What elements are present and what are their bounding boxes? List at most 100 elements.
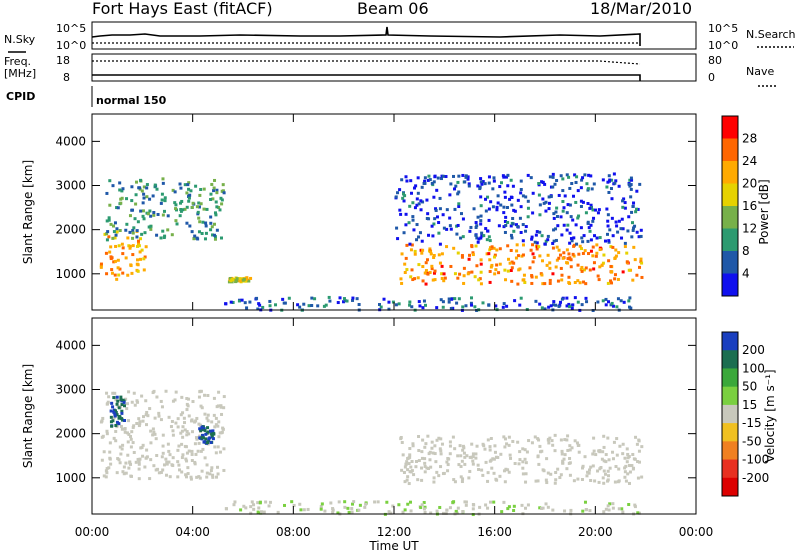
scatter-point: [212, 186, 216, 190]
scatter-point: [549, 304, 553, 308]
scatter-point: [126, 453, 130, 457]
scatter-point: [594, 254, 598, 258]
scatter-point: [484, 209, 488, 213]
scatter-point: [545, 263, 549, 267]
scatter-point: [110, 401, 114, 405]
scatter-point: [405, 243, 409, 247]
scatter-point: [506, 244, 510, 248]
scatter-point: [489, 436, 493, 440]
scatter-point: [587, 252, 591, 256]
scatter-point: [184, 445, 188, 449]
scatter-point: [507, 505, 511, 509]
scatter-point: [187, 397, 191, 401]
scatter-point: [232, 503, 236, 507]
scatter-point: [519, 296, 523, 300]
scatter-point: [627, 481, 631, 485]
scatter-point: [206, 413, 210, 417]
scatter-point: [554, 238, 558, 242]
scatter-point: [149, 441, 153, 445]
scatter-point: [408, 303, 412, 307]
scatter-point: [106, 400, 110, 404]
scatter-point: [199, 389, 203, 393]
scatter-point: [128, 460, 132, 464]
scatter-point: [167, 449, 171, 453]
scatter-point: [228, 276, 232, 280]
scatter-point: [619, 227, 623, 231]
scatter-point: [328, 299, 332, 303]
scatter-point: [448, 440, 452, 444]
scatter-point: [154, 437, 158, 441]
scatter-point: [537, 438, 541, 442]
scatter-point: [152, 211, 156, 215]
scatter-point: [185, 451, 189, 455]
scatter-point: [468, 229, 472, 233]
scatter-point: [627, 455, 631, 459]
scatter-point: [572, 243, 576, 247]
scatter-point: [587, 226, 591, 230]
scatter-point: [515, 243, 519, 247]
scatter-point: [212, 396, 216, 400]
scatter-point: [516, 225, 520, 229]
scatter-point: [420, 478, 424, 482]
nsky-line: [91, 26, 641, 46]
scatter-point: [591, 452, 595, 456]
scatter-point: [209, 215, 213, 219]
scatter-point: [488, 239, 492, 243]
scatter-point: [107, 218, 111, 222]
scatter-point: [531, 211, 535, 215]
scatter-point: [555, 258, 559, 262]
scatter-point: [385, 500, 389, 504]
scatter-point: [152, 213, 156, 217]
scatter-point: [105, 391, 109, 395]
scatter-point: [435, 438, 439, 442]
scatter-point: [119, 424, 123, 428]
scatter-point: [210, 431, 214, 435]
scatter-point: [488, 448, 492, 452]
scatter-point: [445, 460, 449, 464]
scatter-point: [456, 223, 460, 227]
scatter-point: [215, 188, 219, 192]
scatter-point: [518, 303, 522, 307]
scatter-point: [551, 172, 555, 176]
scatter-point: [113, 236, 117, 240]
scatter-point: [456, 180, 460, 184]
scatter-point: [214, 213, 218, 217]
scatter-point: [106, 402, 110, 406]
scatter-point: [455, 511, 459, 515]
scatter-point: [611, 304, 615, 308]
scatter-point: [516, 440, 520, 444]
scatter-point: [528, 266, 532, 270]
scatter-point: [180, 395, 184, 399]
scatter-point: [113, 221, 117, 225]
scatter-point: [490, 263, 494, 267]
scatter-point: [503, 445, 507, 449]
scatter-point: [220, 202, 224, 206]
scatter-point: [510, 236, 514, 240]
scatter-point: [582, 280, 586, 284]
scatter-point: [532, 256, 536, 260]
scatter-point: [538, 450, 542, 454]
scatter-point: [204, 231, 208, 235]
scatter-point: [343, 299, 347, 303]
scatter-point: [101, 416, 105, 420]
scatter-point: [424, 442, 428, 446]
scatter-point: [211, 429, 215, 433]
scatter-point: [387, 510, 391, 514]
scatter-point: [406, 502, 410, 506]
scatter-point: [585, 300, 589, 304]
scatter-point: [432, 195, 436, 199]
scatter-point: [187, 181, 191, 185]
scatter-point: [538, 254, 542, 258]
scatter-point: [120, 447, 124, 451]
scatter-point: [448, 193, 452, 197]
scatter-point: [578, 244, 582, 248]
scatter-point: [433, 452, 437, 456]
scatter-point: [529, 248, 533, 252]
scatter-point: [524, 461, 528, 465]
scatter-point: [592, 449, 596, 453]
scatter-point: [413, 277, 417, 281]
scatter-point: [529, 176, 533, 180]
scatter-point: [136, 244, 140, 248]
scatter-point: [568, 203, 572, 207]
scatter-point: [538, 302, 542, 306]
